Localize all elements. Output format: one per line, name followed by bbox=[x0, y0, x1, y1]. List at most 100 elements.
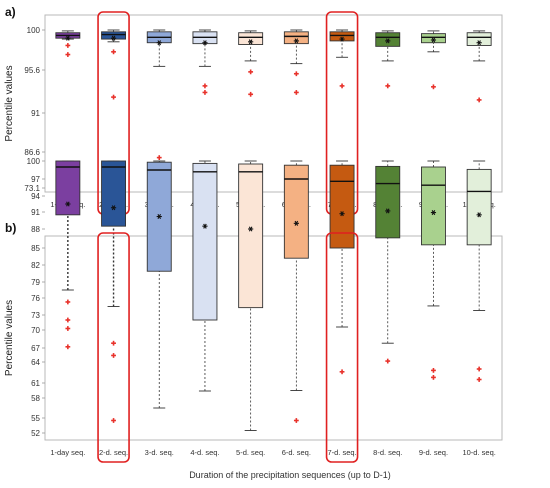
outlier-marker bbox=[111, 49, 116, 55]
y-tick-label: 73 bbox=[31, 311, 40, 320]
y-axis-label: Percentile values bbox=[4, 65, 15, 141]
y-tick-label: 91 bbox=[31, 109, 40, 118]
panel-b: b) Percentile values 52 55 58 61 64 67 70 73 76 79 8… bbox=[4, 157, 503, 463]
box-group-7 bbox=[329, 160, 355, 375]
y-axis-label: Percentile values bbox=[4, 300, 15, 376]
box bbox=[55, 160, 81, 216]
mean-marker-stroke bbox=[294, 220, 299, 226]
box bbox=[283, 31, 309, 45]
outlier-marker bbox=[248, 91, 254, 97]
y-tick-label: 79 bbox=[31, 278, 40, 287]
y-tick-label: 86.6 bbox=[24, 148, 40, 157]
y-tick-label: 67 bbox=[31, 344, 40, 353]
box bbox=[238, 163, 264, 309]
highlight-frame bbox=[97, 232, 130, 463]
mean-marker bbox=[430, 210, 437, 216]
box-group-4 bbox=[192, 29, 218, 95]
mean-marker bbox=[339, 36, 345, 42]
box bbox=[238, 32, 264, 45]
category-label: 10-d. seq. bbox=[462, 448, 495, 457]
box bbox=[421, 166, 446, 246]
box bbox=[192, 162, 218, 321]
y-tick-label: 85 bbox=[31, 244, 40, 253]
highlight-frame bbox=[325, 232, 359, 463]
box-group-3 bbox=[146, 160, 172, 409]
y-tick-label: 88 bbox=[31, 225, 40, 234]
mean-marker-stroke bbox=[477, 40, 481, 46]
figure-x-axis-label: Duration of the precipitation sequences … bbox=[189, 470, 391, 480]
mean-marker bbox=[476, 40, 482, 46]
box-group-8 bbox=[375, 160, 401, 364]
box-group-3 bbox=[146, 29, 172, 161]
mean-marker bbox=[385, 208, 391, 214]
outlier-marker bbox=[248, 69, 254, 75]
outlier-marker bbox=[385, 358, 391, 364]
outlier-marker bbox=[431, 84, 436, 90]
mean-marker bbox=[110, 205, 117, 211]
y-tick-label: 100 bbox=[27, 26, 41, 35]
y-tick-label: 70 bbox=[31, 326, 40, 335]
outlier-marker bbox=[293, 71, 299, 77]
box-group-1 bbox=[55, 30, 81, 57]
mean-marker bbox=[476, 212, 482, 218]
mean-marker bbox=[430, 37, 437, 43]
mean-marker-stroke bbox=[294, 38, 299, 44]
y-tick-label: 91 bbox=[31, 208, 40, 217]
box bbox=[466, 168, 492, 246]
box bbox=[101, 160, 127, 227]
outlier-marker bbox=[385, 83, 391, 89]
mean-marker-stroke bbox=[248, 226, 253, 232]
mean-marker bbox=[156, 40, 162, 46]
mean-marker bbox=[65, 201, 71, 207]
box bbox=[466, 32, 492, 46]
box bbox=[421, 33, 446, 44]
mean-marker-stroke bbox=[340, 36, 344, 42]
mean-marker bbox=[202, 40, 208, 46]
outlier-marker bbox=[293, 418, 299, 423]
mean-marker-stroke bbox=[248, 39, 253, 45]
y-tick-label: 97 bbox=[31, 175, 40, 184]
box-group-2 bbox=[101, 29, 127, 100]
outlier-marker bbox=[65, 317, 71, 323]
box-group-6 bbox=[283, 160, 309, 423]
outlier-marker bbox=[431, 367, 436, 373]
outlier-marker bbox=[111, 418, 116, 423]
mean-marker bbox=[248, 39, 254, 45]
box bbox=[375, 32, 401, 47]
y-tick-label: 61 bbox=[31, 379, 40, 388]
mean-marker-stroke bbox=[477, 212, 481, 218]
box-group-2 bbox=[101, 160, 127, 423]
mean-marker bbox=[110, 35, 117, 41]
outlier-marker bbox=[339, 369, 345, 375]
mean-marker-stroke bbox=[111, 205, 116, 211]
mean-marker bbox=[65, 35, 71, 41]
box bbox=[375, 165, 401, 239]
y-tick-label: 95.6 bbox=[24, 66, 40, 75]
outlier-marker bbox=[111, 353, 116, 358]
plot-frame bbox=[44, 14, 503, 193]
category-label: 6-d. seq. bbox=[282, 448, 311, 457]
y-tick-label: 58 bbox=[31, 394, 40, 403]
category-label: 9-d. seq. bbox=[419, 448, 448, 457]
y-tick-label: 64 bbox=[31, 358, 40, 367]
box-group-7 bbox=[329, 29, 355, 89]
mean-marker-stroke bbox=[385, 208, 390, 214]
outlier-marker bbox=[339, 83, 345, 89]
category-label: 3-d. seq. bbox=[145, 448, 174, 457]
mean-marker-stroke bbox=[203, 40, 207, 46]
outlier-marker bbox=[65, 299, 71, 305]
panel-label: b) bbox=[5, 221, 16, 235]
outlier-marker bbox=[65, 43, 71, 48]
outlier-marker bbox=[65, 344, 71, 350]
mean-marker-stroke bbox=[66, 35, 70, 41]
mean-marker-stroke bbox=[431, 37, 436, 43]
box-group-8 bbox=[375, 30, 401, 89]
y-tick-label: 82 bbox=[31, 261, 40, 270]
y-tick-label: 52 bbox=[31, 429, 40, 438]
outlier-marker bbox=[476, 366, 482, 372]
mean-marker-stroke bbox=[157, 214, 162, 220]
mean-marker bbox=[202, 223, 208, 229]
plot-frame bbox=[44, 235, 503, 441]
y-tick-label: 73.1 bbox=[24, 184, 40, 193]
outlier-marker bbox=[476, 97, 482, 103]
